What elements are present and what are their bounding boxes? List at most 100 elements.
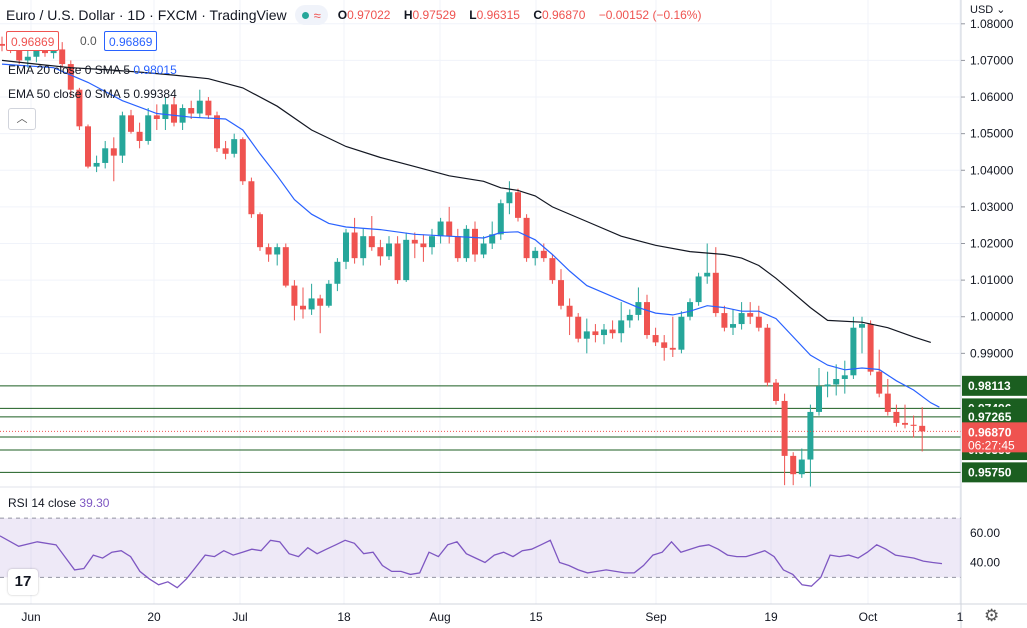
price-axis-bg	[961, 0, 1027, 628]
candle-body	[893, 411, 900, 423]
gear-icon[interactable]: ⚙	[984, 606, 1000, 625]
candle-body	[687, 302, 693, 317]
rsi-tick-label: 40.00	[970, 556, 1000, 570]
candle-body	[50, 49, 57, 54]
candle-body	[523, 217, 530, 259]
candle-body	[67, 64, 74, 90]
ema50-line	[1, 59, 931, 343]
candle-body	[429, 236, 435, 248]
time-tick-label: Aug	[429, 610, 450, 624]
candle-body	[136, 131, 143, 141]
candle-body	[394, 243, 401, 281]
level-label: 0.98113	[968, 379, 1011, 393]
close-label: C	[533, 8, 542, 22]
ema50-label: EMA 50 close 0 SMA 5	[8, 87, 131, 101]
currency-label: USD	[970, 4, 994, 16]
candle-body	[239, 139, 246, 182]
candle-body	[446, 221, 453, 237]
sell-button[interactable]: 0.96869	[6, 31, 60, 51]
candle-body	[644, 302, 650, 336]
currency-selector[interactable]: USD ⌄	[970, 3, 1006, 16]
tradingview-logo[interactable]: 17	[8, 569, 38, 595]
level-label-box	[962, 375, 1027, 396]
last-price-box	[962, 422, 1027, 453]
candle-body	[730, 324, 736, 328]
candle-body	[463, 228, 470, 259]
last-price-label: 0.96870	[968, 425, 1012, 439]
time-tick-label: Jul	[232, 610, 247, 624]
candle-body	[841, 375, 848, 379]
candle-body	[669, 347, 676, 350]
time-tick-label: 15	[529, 610, 543, 624]
horizontal-levels	[0, 385, 961, 473]
ema20-line	[1, 63, 940, 408]
market-status[interactable]: ≈	[294, 5, 328, 25]
candle-body	[16, 49, 23, 61]
candle-body	[145, 115, 152, 141]
candle-body	[876, 371, 883, 394]
candle-body	[532, 250, 539, 259]
price-tick-label: 1.00000	[970, 310, 1014, 324]
countdown-label: 06:27:45	[968, 438, 1015, 452]
candle-body	[403, 239, 410, 281]
candle-body	[188, 108, 195, 114]
ema50-legend[interactable]: EMA 50 close 0 SMA 5 0.99384	[8, 87, 177, 101]
candle-body	[790, 455, 797, 475]
candle-body	[153, 115, 160, 120]
level-label: 0.97265	[968, 410, 1012, 424]
rsi-line	[0, 535, 943, 589]
time-tick-label: Sep	[645, 610, 667, 624]
candle-body	[308, 298, 315, 310]
candle-body	[162, 104, 169, 120]
candle-body	[497, 203, 504, 235]
candle-body	[902, 422, 908, 425]
candle-body	[601, 329, 607, 336]
candle-body	[93, 162, 100, 167]
grid	[0, 0, 961, 604]
buy-button[interactable]: 0.96869	[104, 31, 158, 51]
candle-body	[291, 285, 298, 306]
ema20-value: 0.98015	[133, 63, 177, 77]
candle-body	[695, 276, 702, 303]
candle-body	[179, 108, 186, 123]
price-tick-label: 1.05000	[970, 127, 1014, 141]
candle-body	[755, 316, 762, 328]
ema20-label: EMA 20 close 0 SMA 5	[8, 63, 131, 77]
price-axis[interactable]: 1.08000 1.07000 1.06000 1.05000 1.04000 1.030…	[961, 17, 1027, 483]
candle-body	[807, 411, 814, 460]
candles	[0, 34, 926, 487]
candle-body	[540, 250, 547, 259]
candle-body	[910, 424, 917, 426]
candle-body	[764, 327, 771, 383]
candle-body	[816, 386, 822, 412]
candle-body	[265, 247, 272, 255]
candle-body	[85, 126, 91, 167]
candle-body	[798, 459, 805, 475]
rsi-legend[interactable]: RSI 14 close 39.30	[8, 496, 109, 510]
candle-body	[317, 298, 324, 306]
candle-body	[583, 331, 590, 339]
price-tick-label: 1.03000	[970, 200, 1014, 214]
candle-body	[833, 378, 840, 385]
time-axis[interactable]: Jun 20 Jul 18 Aug 15 Sep 19 Oct 1	[21, 610, 963, 624]
price-tick-label: 1.02000	[970, 237, 1014, 251]
symbol-title[interactable]: Euro / U.S. Dollar · 1D · FXCM · Trading…	[6, 7, 287, 23]
chart-header: Euro / U.S. Dollar · 1D · FXCM · Trading…	[6, 5, 706, 25]
candle-body	[480, 243, 487, 255]
time-tick-label: 19	[764, 610, 778, 624]
close-value: 0.96870	[541, 8, 586, 22]
time-tick-label: 20	[147, 610, 161, 624]
candle-body	[824, 384, 831, 387]
time-tick-label: Jun	[21, 610, 40, 624]
open-label: O	[337, 8, 348, 22]
candle-body	[618, 320, 625, 334]
time-tick-label: 1	[957, 610, 964, 624]
chevron-up-icon: ︿	[16, 113, 28, 125]
rsi-tick-label: 60.00	[970, 526, 1000, 540]
ema20-legend[interactable]: EMA 20 close 0 SMA 5 0.98015	[8, 63, 177, 77]
candle-body	[592, 331, 599, 336]
candle-body	[386, 243, 392, 257]
collapse-legend-button[interactable]: ︿	[8, 108, 36, 130]
candle-body	[437, 221, 444, 237]
